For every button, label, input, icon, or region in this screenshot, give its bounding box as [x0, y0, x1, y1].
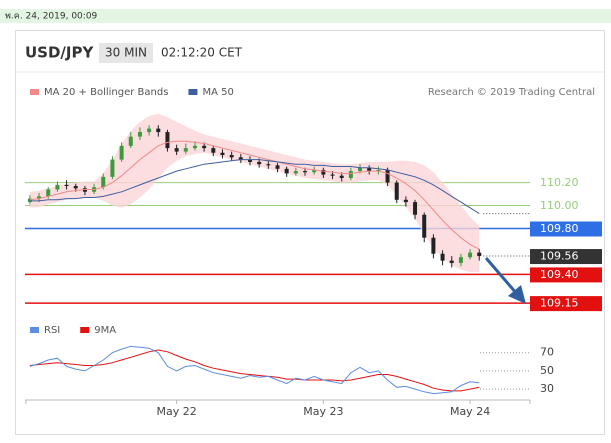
candle-body [266, 164, 271, 166]
trend-arrow [484, 257, 526, 304]
candle-body [64, 184, 69, 187]
level-box [530, 221, 602, 237]
candle-body [147, 128, 152, 133]
x-tick-label: May 24 [450, 405, 490, 418]
ma-line [29, 159, 480, 215]
candle-body [183, 148, 188, 152]
candle-body [413, 202, 418, 215]
rsi-line [29, 345, 480, 395]
bollinger-band [29, 113, 480, 273]
candle-body [165, 132, 170, 149]
candle-body [238, 157, 243, 160]
level-label: 109.40 [540, 268, 579, 281]
level-label: 109.80 [540, 222, 579, 235]
candle-body [330, 174, 335, 176]
arrow-head [508, 285, 526, 304]
panel [15, 30, 605, 435]
candle-body [119, 145, 124, 160]
y-tick-label: 30 [540, 382, 554, 395]
top-strip [0, 9, 611, 23]
candle-body [275, 165, 280, 169]
candle-body [220, 152, 225, 156]
pair: USD/JPY [25, 44, 94, 62]
legend-label: RSI [44, 325, 60, 336]
candle-body [477, 252, 482, 257]
y-tick-label: 50 [540, 364, 554, 377]
legend-swatch [30, 327, 39, 333]
candle-body [367, 167, 372, 172]
x-tick-label: May 23 [303, 405, 343, 418]
candle-body [468, 252, 473, 258]
candle-body [156, 128, 161, 133]
level-box [530, 296, 602, 312]
candle-body [46, 189, 51, 197]
candle-body [449, 260, 454, 263]
candle-body [229, 155, 234, 158]
legend-swatch [80, 327, 90, 333]
candle-body [339, 175, 344, 178]
legend-label: 9MA [94, 325, 116, 336]
ma-line [29, 140, 480, 250]
legend-label: MA 50 [202, 87, 233, 98]
candle-body [247, 159, 252, 162]
candle-body [312, 169, 317, 173]
candle-body [257, 161, 262, 165]
candle-body [348, 171, 353, 178]
timestamp: พ.ค. 24, 2019, 00:09 [5, 12, 98, 22]
candle-body [82, 188, 87, 192]
level-label: 110.20 [540, 176, 579, 189]
candle-body [55, 184, 60, 190]
candle-body [101, 176, 106, 188]
candle-body [174, 148, 179, 152]
candle-body [431, 237, 436, 254]
candle-body [458, 257, 463, 263]
x-tick-label: May 22 [156, 405, 196, 418]
candle-body [211, 148, 216, 153]
interval-box [99, 43, 153, 63]
candle-body [27, 198, 32, 203]
candle-body [192, 145, 197, 149]
level-label: 110.00 [540, 199, 579, 212]
candle-body [73, 186, 78, 189]
candle-body [358, 167, 363, 172]
candle-body [110, 159, 115, 177]
candle-body [284, 168, 289, 174]
arrow-shaft [484, 257, 519, 295]
level-label: 109.15 [540, 297, 579, 310]
candle-body [385, 169, 390, 183]
level-label: 109.56 [540, 250, 579, 263]
y-tick-label: 70 [540, 346, 554, 359]
candle-body [321, 169, 326, 175]
legend-label: MA 20 + Bollinger Bands [44, 87, 168, 98]
credit: Research © 2019 Trading Central [428, 87, 595, 98]
candle-body [303, 171, 308, 173]
level-box [530, 249, 602, 265]
candle-body [376, 169, 381, 172]
candle-body [440, 253, 445, 261]
legend-swatch [30, 89, 39, 95]
candle-body [202, 145, 207, 149]
candle-body [422, 214, 427, 238]
candle-body [128, 136, 133, 146]
level-box [530, 267, 602, 283]
candle-body [403, 199, 408, 203]
rsi-line [29, 349, 480, 392]
candle-body [37, 196, 42, 199]
candle-body [137, 132, 142, 137]
candle-body [293, 171, 298, 174]
time: 02:12:20 CET [161, 46, 243, 60]
legend-swatch [188, 89, 198, 95]
candle-body [394, 182, 399, 200]
interval: 30 MIN [105, 46, 147, 60]
